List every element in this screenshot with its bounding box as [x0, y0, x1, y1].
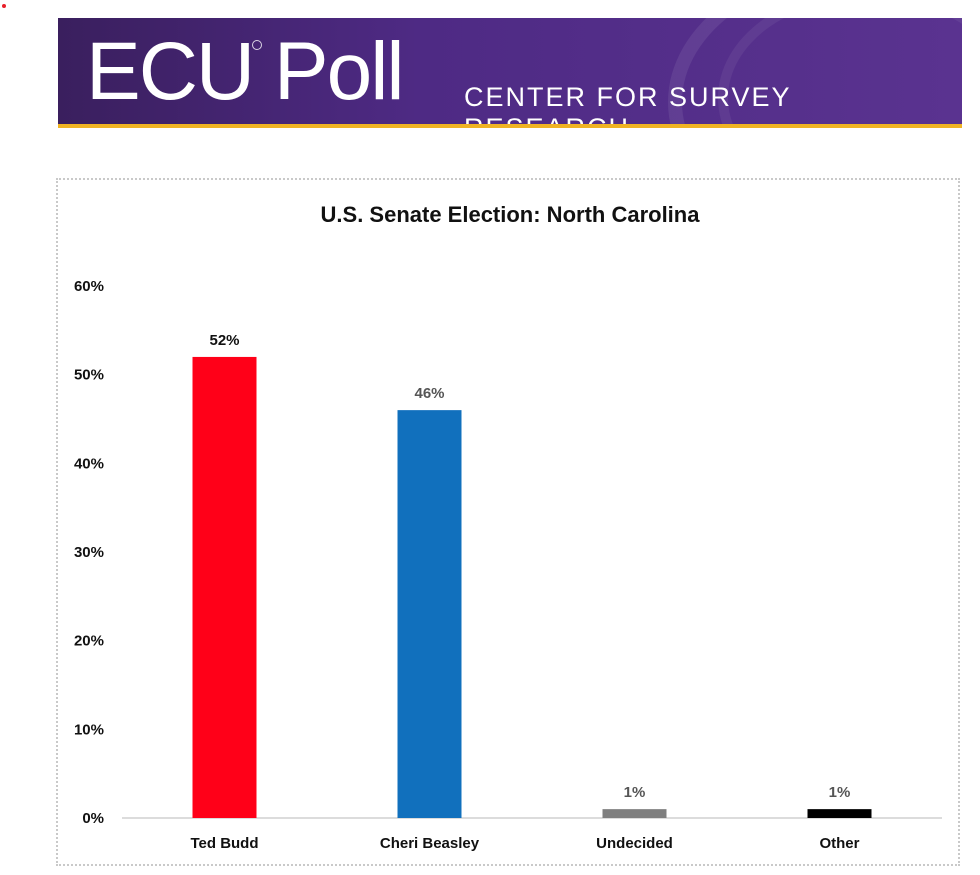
- x-category-label: Undecided: [596, 835, 673, 852]
- y-tick-label: 60%: [74, 278, 104, 295]
- chart-title: U.S. Senate Election: North Carolina: [321, 202, 701, 227]
- y-tick-label: 30%: [74, 544, 104, 561]
- y-tick-label: 10%: [74, 721, 104, 738]
- bar-other: [807, 809, 872, 818]
- bar-ted-budd: [192, 356, 257, 818]
- red-dot-marker: [2, 4, 6, 8]
- chart-frame: [56, 178, 960, 866]
- y-tick-label: 40%: [74, 455, 104, 472]
- banner-subtitle: CENTER FOR SURVEY RESEARCH: [464, 82, 792, 126]
- ecu-poll-banner: ECU Poll CENTER FOR SURVEY RESEARCH: [58, 18, 962, 126]
- x-category-label: Other: [819, 835, 859, 852]
- banner-gold-stripe: [58, 124, 962, 128]
- x-category-label: Ted Budd: [190, 835, 258, 852]
- bar-cheri-beasley: [397, 410, 462, 818]
- y-tick-label: 20%: [74, 633, 104, 650]
- registered-mark-icon: [252, 40, 262, 50]
- data-label: 46%: [414, 385, 444, 402]
- bar-undecided: [602, 809, 667, 818]
- x-category-label: Cheri Beasley: [380, 835, 480, 852]
- y-tick-label: 0%: [82, 810, 104, 827]
- y-tick-label: 50%: [74, 367, 104, 384]
- ecu-poll-logo: ECU Poll: [86, 26, 405, 117]
- data-label: 1%: [624, 784, 646, 801]
- data-label: 52%: [209, 332, 239, 349]
- data-label: 1%: [829, 784, 851, 801]
- university-seal-inner-ring: [718, 18, 962, 126]
